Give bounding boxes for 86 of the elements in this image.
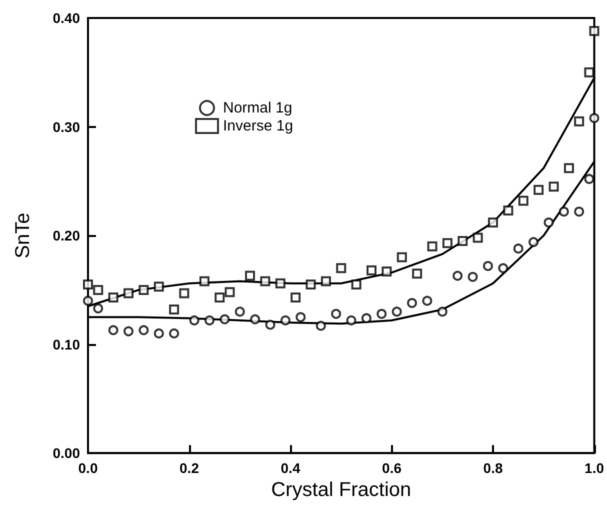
point bbox=[204, 315, 215, 326]
point bbox=[442, 238, 452, 248]
x-tick-label: 0.2 bbox=[180, 460, 200, 476]
point bbox=[93, 303, 104, 314]
point bbox=[503, 206, 514, 216]
point bbox=[528, 237, 539, 248]
point bbox=[320, 276, 331, 286]
x-tick-label: 0.4 bbox=[280, 460, 300, 476]
point bbox=[548, 182, 559, 192]
point bbox=[589, 26, 600, 36]
point bbox=[138, 284, 149, 295]
point bbox=[574, 206, 584, 217]
point bbox=[382, 266, 392, 276]
point bbox=[498, 263, 508, 274]
point bbox=[138, 325, 149, 336]
point bbox=[224, 287, 235, 298]
point bbox=[468, 272, 478, 282]
point bbox=[169, 328, 180, 338]
point bbox=[154, 328, 164, 338]
x-tick-label: 0.8 bbox=[483, 460, 503, 476]
point bbox=[336, 263, 346, 274]
point bbox=[544, 218, 554, 228]
point bbox=[154, 282, 164, 292]
point bbox=[124, 326, 134, 336]
point bbox=[564, 163, 574, 174]
point bbox=[108, 292, 118, 303]
point bbox=[518, 196, 528, 206]
point bbox=[331, 308, 342, 319]
point bbox=[361, 313, 372, 324]
point bbox=[513, 244, 524, 254]
legend-label: Normal 1g bbox=[223, 100, 292, 116]
point bbox=[199, 276, 210, 286]
x-tick-label: 0.6 bbox=[382, 460, 402, 476]
point bbox=[245, 270, 256, 281]
point bbox=[93, 284, 104, 295]
point bbox=[316, 320, 326, 331]
point bbox=[290, 292, 301, 303]
point bbox=[179, 288, 190, 298]
point bbox=[584, 174, 594, 184]
point bbox=[534, 184, 544, 195]
point bbox=[280, 315, 290, 326]
x-tick-label: 1.0 bbox=[584, 460, 604, 476]
point bbox=[275, 278, 286, 288]
point bbox=[574, 116, 584, 126]
point bbox=[452, 270, 463, 281]
point bbox=[584, 67, 594, 78]
point bbox=[214, 292, 225, 303]
point bbox=[306, 280, 316, 290]
point bbox=[220, 314, 230, 324]
point bbox=[392, 306, 402, 317]
point bbox=[250, 314, 260, 324]
point bbox=[558, 206, 569, 217]
point bbox=[589, 113, 600, 124]
point bbox=[412, 268, 422, 279]
point bbox=[83, 296, 93, 306]
point bbox=[169, 304, 180, 315]
x-axis-title: Crystal Fraction bbox=[271, 479, 412, 501]
point bbox=[83, 280, 93, 290]
point bbox=[482, 261, 493, 272]
point bbox=[488, 217, 498, 228]
point bbox=[296, 312, 306, 322]
point bbox=[427, 241, 438, 252]
point bbox=[189, 315, 200, 326]
point bbox=[376, 308, 387, 319]
point bbox=[396, 252, 407, 262]
y-tick-label: 0.30 bbox=[52, 118, 80, 135]
point bbox=[472, 232, 483, 243]
y-tick-label: 0.10 bbox=[52, 336, 80, 352]
point bbox=[260, 276, 270, 286]
point bbox=[458, 236, 468, 246]
point bbox=[124, 288, 134, 298]
point bbox=[351, 280, 362, 290]
point bbox=[422, 296, 432, 306]
y-axis-title: SnTe bbox=[12, 212, 34, 258]
point bbox=[234, 306, 245, 317]
point bbox=[265, 320, 276, 330]
legend-label: Inverse 1g bbox=[223, 118, 294, 134]
y-tick-label: 0.40 bbox=[52, 10, 80, 26]
x-tick-label: 0.0 bbox=[78, 460, 98, 476]
point bbox=[366, 265, 377, 276]
point bbox=[437, 306, 448, 317]
y-tick-label: 0.20 bbox=[52, 228, 80, 244]
point bbox=[108, 325, 118, 336]
y-tick-label: 0.00 bbox=[52, 445, 80, 462]
point bbox=[407, 298, 418, 308]
point bbox=[346, 315, 356, 326]
